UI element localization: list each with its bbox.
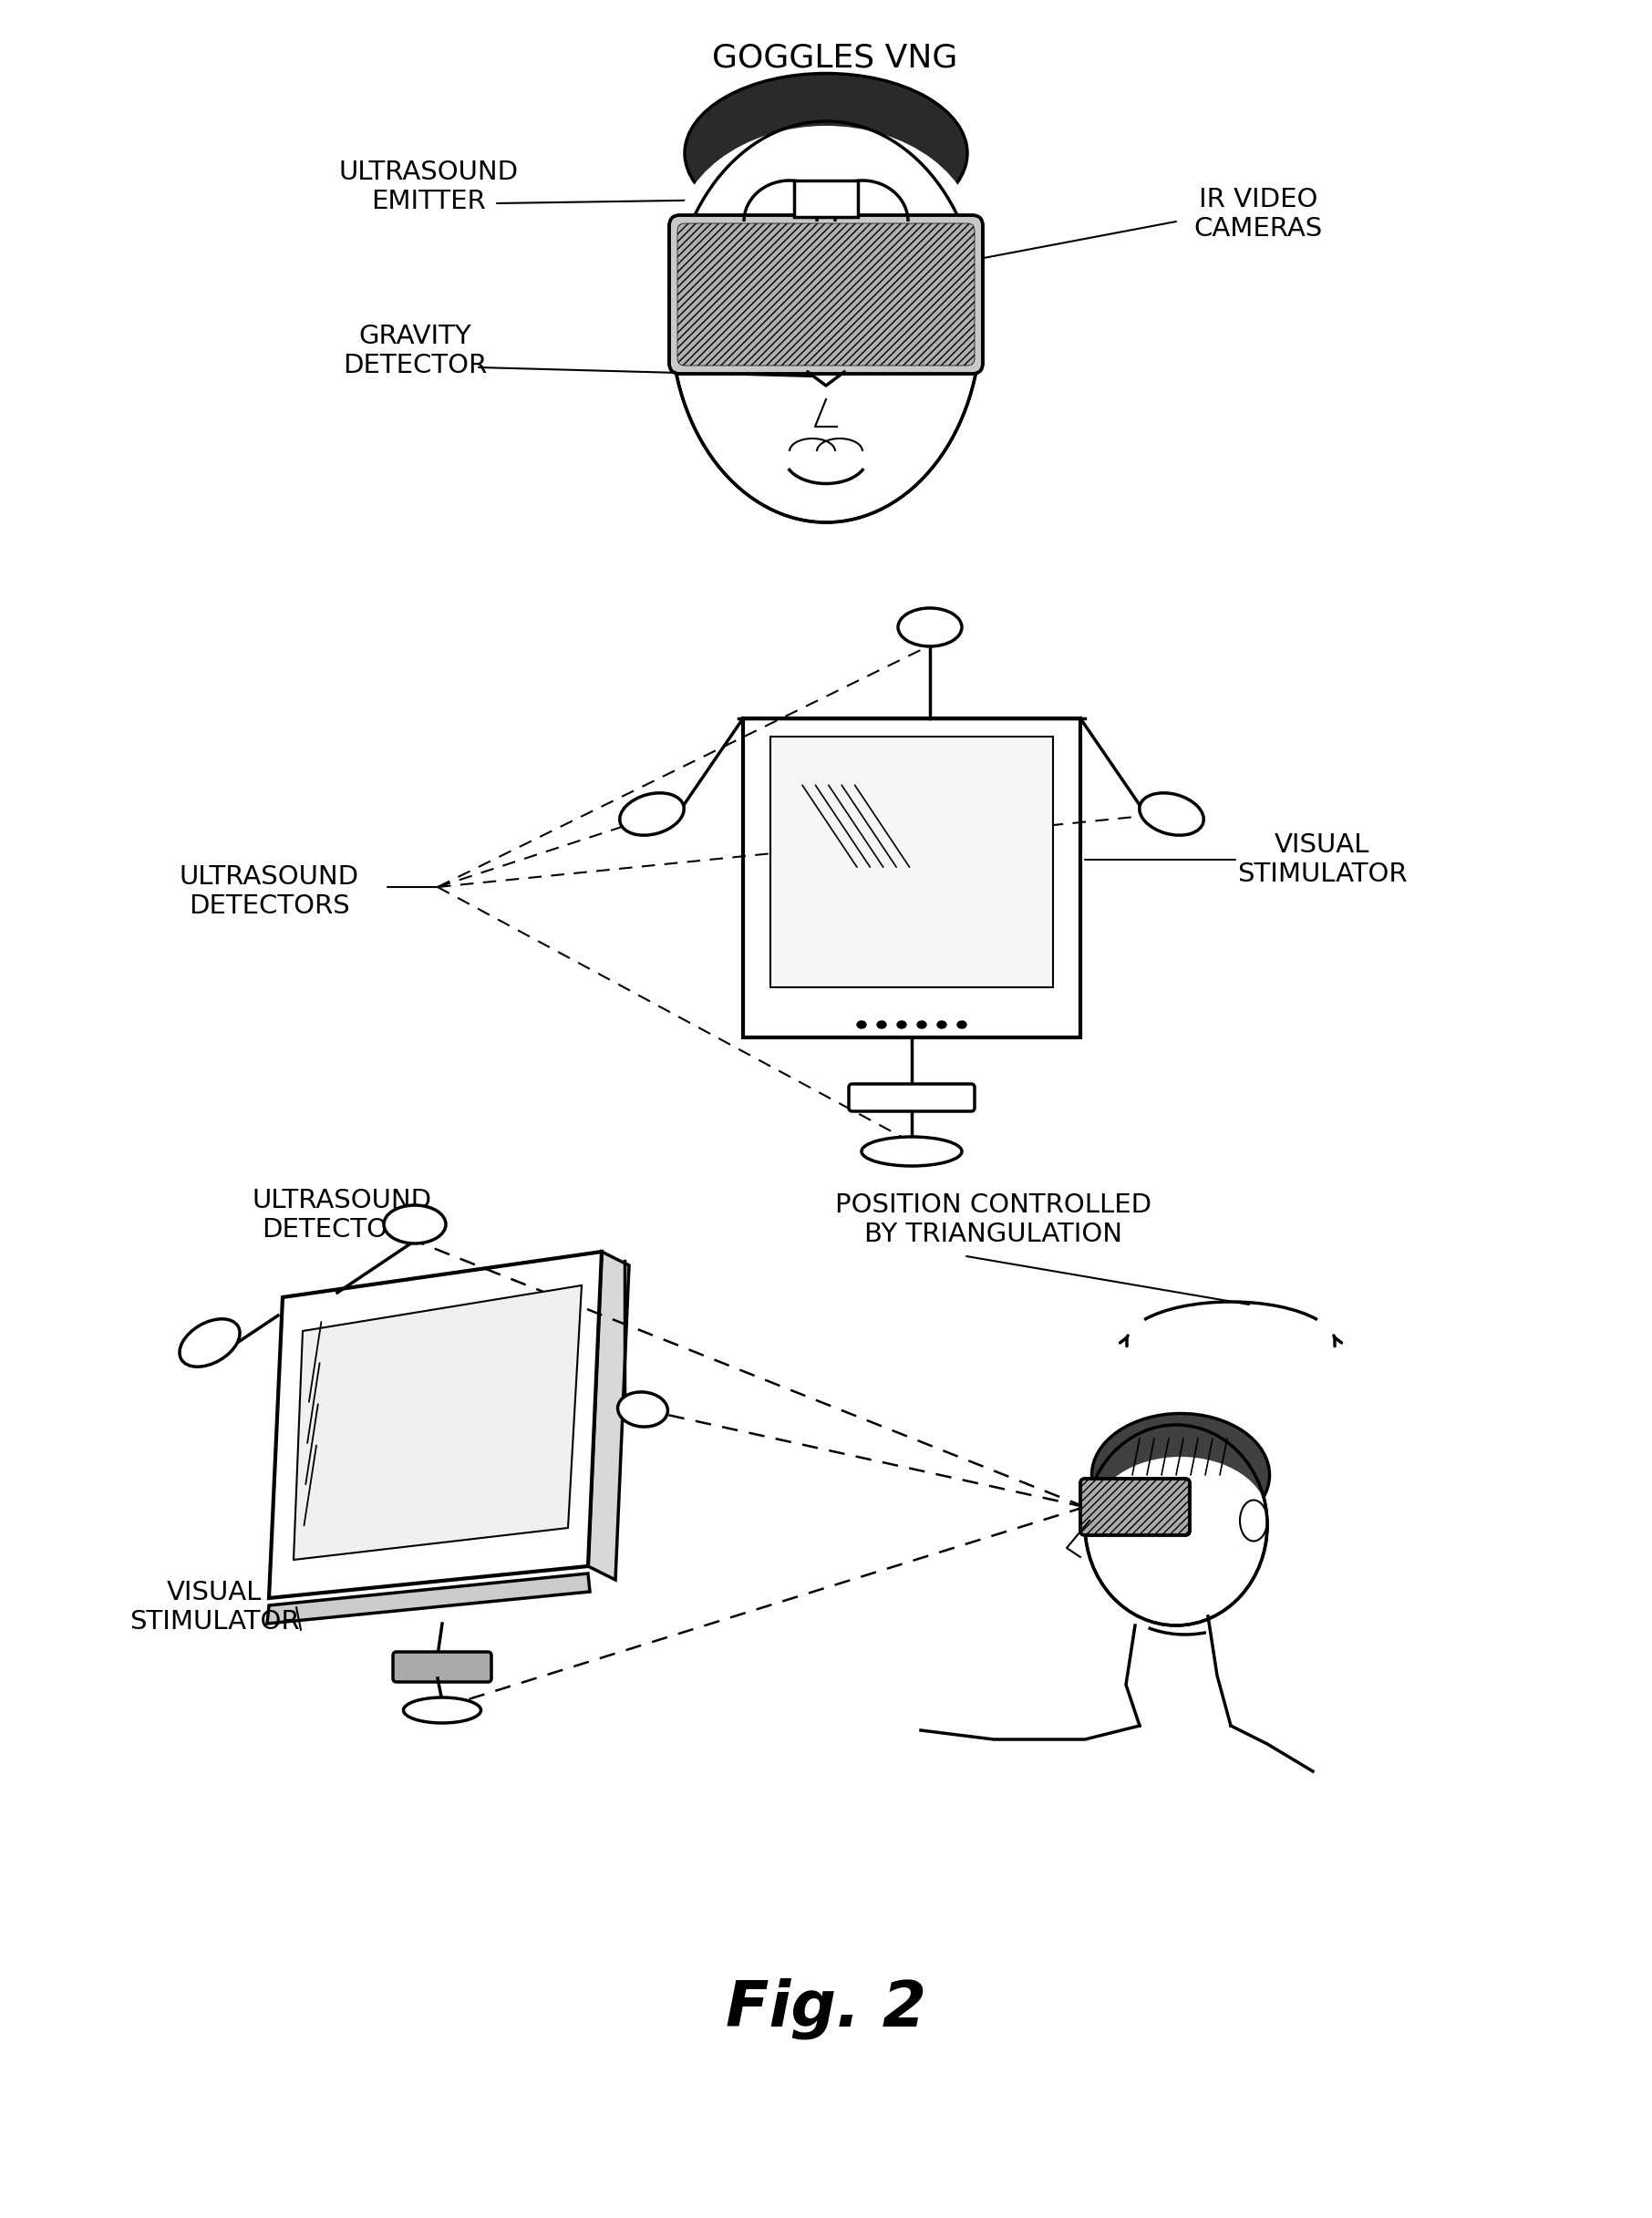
Text: VISUAL
STIMULATOR: VISUAL STIMULATOR — [129, 1579, 299, 1635]
FancyBboxPatch shape — [669, 215, 983, 375]
Text: ULTRASOUND
DETECTORS: ULTRASOUND DETECTORS — [178, 865, 358, 918]
FancyBboxPatch shape — [849, 1085, 975, 1111]
Text: POSITION CONTROLLED
BY TRIANGULATION: POSITION CONTROLLED BY TRIANGULATION — [836, 1193, 1151, 1247]
Polygon shape — [269, 1251, 601, 1599]
Ellipse shape — [403, 1697, 481, 1723]
Ellipse shape — [676, 126, 976, 353]
Ellipse shape — [917, 1020, 927, 1029]
Text: GRAVITY
DETECTOR: GRAVITY DETECTOR — [342, 324, 487, 379]
Text: VISUAL
STIMULATOR: VISUAL STIMULATOR — [1237, 832, 1408, 887]
Ellipse shape — [899, 608, 961, 645]
Ellipse shape — [1241, 1499, 1267, 1542]
Polygon shape — [294, 1286, 582, 1559]
Ellipse shape — [897, 1020, 907, 1029]
Polygon shape — [588, 1251, 629, 1579]
Ellipse shape — [1092, 1413, 1269, 1537]
Bar — [743, 719, 1080, 1038]
Ellipse shape — [180, 1320, 240, 1366]
Bar — [795, 180, 857, 217]
Ellipse shape — [862, 1138, 961, 1167]
Ellipse shape — [937, 1020, 947, 1029]
FancyBboxPatch shape — [677, 224, 975, 366]
FancyBboxPatch shape — [393, 1652, 491, 1681]
Ellipse shape — [620, 792, 684, 836]
Text: Fig. 2: Fig. 2 — [725, 1978, 927, 2038]
Polygon shape — [268, 1573, 590, 1624]
Ellipse shape — [1140, 792, 1204, 836]
Ellipse shape — [383, 1204, 446, 1244]
FancyBboxPatch shape — [1080, 1479, 1189, 1535]
Ellipse shape — [1085, 1424, 1267, 1626]
Text: IR VIDEO
CAMERAS: IR VIDEO CAMERAS — [1194, 186, 1323, 242]
Ellipse shape — [671, 122, 981, 523]
Ellipse shape — [1094, 1457, 1267, 1575]
Ellipse shape — [684, 73, 968, 233]
Ellipse shape — [957, 1020, 966, 1029]
Text: ULTRASOUND
DETECTORS: ULTRASOUND DETECTORS — [253, 1187, 431, 1242]
Ellipse shape — [877, 1020, 885, 1029]
Text: GOGGLES VNG: GOGGLES VNG — [712, 42, 958, 73]
Text: ULTRASOUND
EMITTER: ULTRASOUND EMITTER — [339, 160, 519, 215]
Ellipse shape — [857, 1020, 866, 1029]
Bar — [770, 736, 1052, 987]
Ellipse shape — [618, 1393, 667, 1426]
